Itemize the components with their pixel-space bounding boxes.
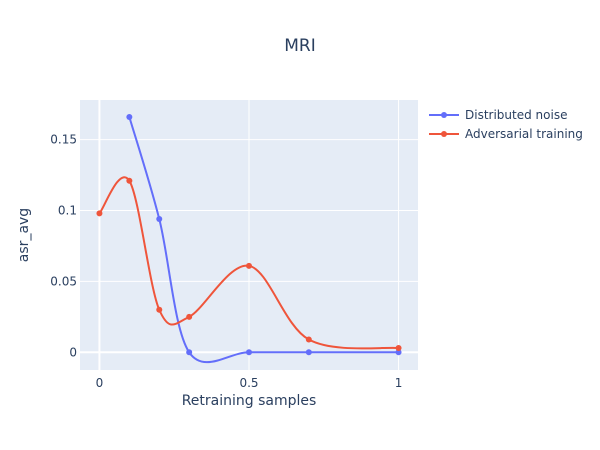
x-tick-label: 0: [96, 376, 104, 390]
data-point[interactable]: [395, 345, 402, 352]
x-axis-title: Retraining samples: [182, 393, 317, 409]
series-0[interactable]: [126, 114, 402, 364]
tick-labels: 0 0.5 1 0 0.05 0.1 0.15: [50, 133, 402, 390]
legend-item[interactable]: Adversarial training: [429, 127, 583, 141]
legend[interactable]: Distributed noise Adversarial training: [429, 108, 583, 141]
y-axis-title: asr_avg: [16, 208, 32, 262]
chart-title: MRI: [284, 36, 316, 56]
series-1[interactable]: [96, 176, 402, 352]
legend-label: Distributed noise: [465, 108, 567, 122]
data-point[interactable]: [246, 262, 252, 269]
data-point[interactable]: [186, 349, 193, 356]
data-point[interactable]: [246, 349, 252, 356]
data-point[interactable]: [156, 306, 163, 313]
data-point[interactable]: [395, 349, 402, 356]
data-point[interactable]: [126, 177, 133, 184]
y-tick-label: 0.05: [50, 274, 77, 288]
data-point[interactable]: [126, 114, 133, 121]
x-tick-label: 0.5: [239, 376, 258, 390]
data-point[interactable]: [156, 216, 163, 223]
data-point[interactable]: [305, 349, 312, 356]
y-tick-label: 0.15: [50, 133, 77, 147]
legend-label: Adversarial training: [465, 127, 583, 141]
legend-marker-icon: [441, 112, 447, 118]
y-tick-label: 0: [69, 345, 77, 359]
data-point[interactable]: [305, 336, 312, 343]
legend-item[interactable]: Distributed noise: [429, 108, 567, 122]
x-tick-label: 1: [395, 376, 403, 390]
series-layer: [96, 114, 402, 364]
legend-marker-icon: [441, 131, 447, 137]
series-line[interactable]: [128, 116, 399, 364]
data-point[interactable]: [186, 313, 193, 320]
data-point[interactable]: [96, 210, 103, 217]
y-tick-label: 0.1: [58, 204, 77, 218]
